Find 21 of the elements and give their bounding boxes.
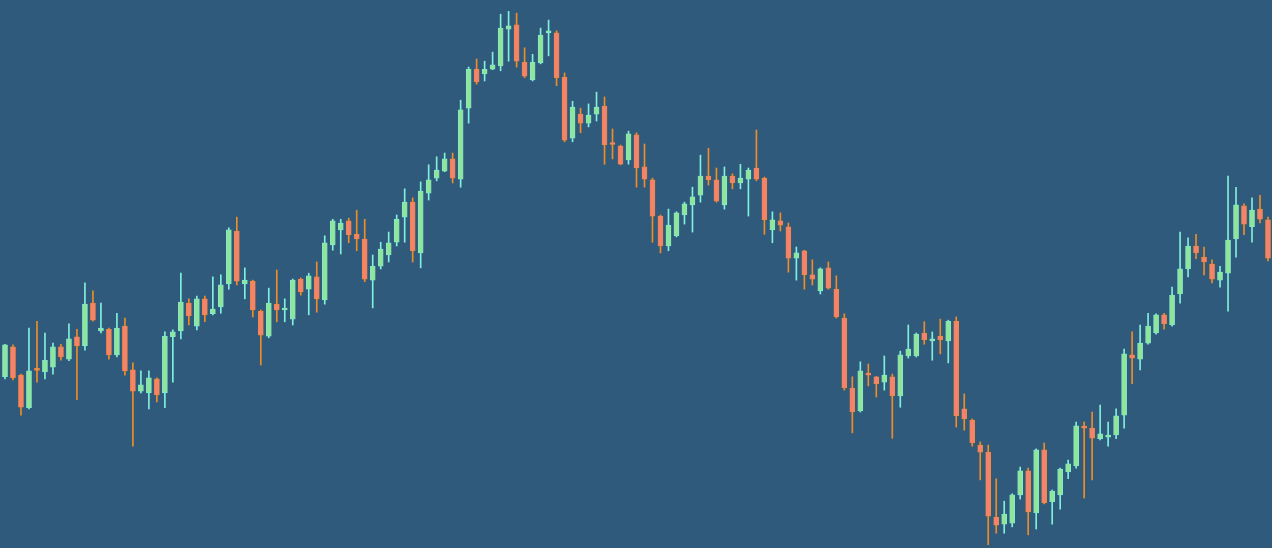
candlestick (337, 218, 344, 255)
candlestick (1225, 175, 1231, 312)
candlestick (273, 269, 280, 323)
candlestick (98, 302, 104, 334)
candlestick (977, 441, 984, 481)
candlestick (1089, 411, 1095, 481)
candlestick (865, 363, 872, 387)
candlestick (881, 355, 888, 391)
candlestick (1105, 421, 1111, 447)
candlestick (241, 267, 248, 300)
candlestick (905, 324, 912, 359)
candlestick (353, 209, 360, 252)
candlestick (210, 276, 216, 316)
candlestick (1201, 246, 1207, 276)
candlestick (34, 320, 40, 383)
candlestick (281, 298, 288, 323)
candlestick (937, 318, 944, 355)
candlestick (74, 328, 80, 401)
candlestick (1129, 331, 1135, 385)
candlestick (1081, 421, 1087, 499)
candlestick (929, 331, 936, 361)
